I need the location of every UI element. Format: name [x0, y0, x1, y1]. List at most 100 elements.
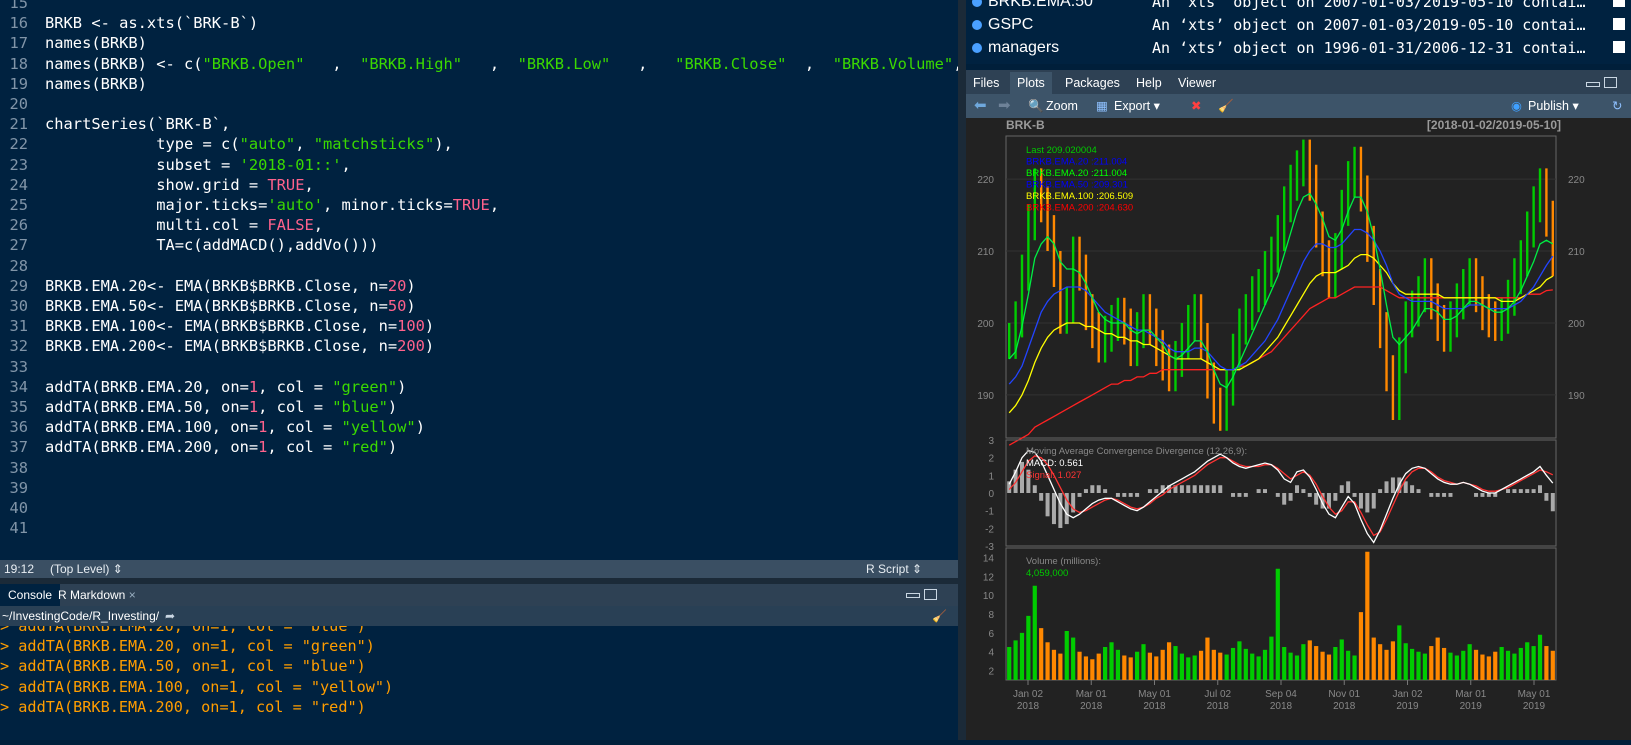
code-token: , [313, 216, 324, 235]
date-range: [2018-01-02/2019-05-10] [1427, 118, 1561, 132]
code-line[interactable]: 19 names(BRKB) [0, 74, 146, 95]
code-token: addTA(BRKB.EMA.20, on= [45, 377, 249, 396]
code-line[interactable]: 40 [0, 498, 45, 519]
code-token: ) [415, 418, 425, 437]
tab-plots[interactable]: Plots [1010, 72, 1052, 94]
view-table-icon[interactable] [1613, 41, 1625, 53]
tab-help[interactable]: Help [1136, 76, 1162, 90]
code-line[interactable]: 23 subset = '2018-01::', [0, 155, 350, 176]
code-line[interactable]: 33 [0, 357, 45, 378]
y-tick-label: 14 [983, 553, 995, 564]
x-tick-year: 2019 [1460, 701, 1483, 712]
back-arrow-icon[interactable]: ⬅ [974, 97, 987, 114]
environment-row[interactable]: managers An ‘xts’ object on 1996-01-31/20… [966, 36, 1631, 60]
code-line[interactable]: 21 chartSeries(`BRK-B`, [0, 114, 230, 135]
macd-panel-title: Moving Average Convergence Divergence (1… [1026, 446, 1247, 457]
code-line[interactable]: 16 BRKB <- as.xts(`BRK-B`) [0, 13, 258, 34]
clear-plots-icon[interactable]: 🧹 [1218, 99, 1234, 113]
tab-viewer[interactable]: Viewer [1178, 76, 1216, 90]
zoom-button[interactable]: Zoom [1046, 99, 1078, 113]
candlestick-chart: BRK-B [2018-01-02/2019-05-10] 190 190 200 200… [977, 118, 1585, 712]
line-number: 24 [9, 175, 28, 194]
horizontal-splitter[interactable] [0, 578, 958, 584]
working-directory[interactable]: ~/InvestingCode/R_Investing/ [2, 609, 160, 623]
line-number: 38 [9, 458, 28, 477]
maximize-icon[interactable] [924, 589, 937, 600]
line-number: 20 [9, 95, 28, 113]
tab-console[interactable]: Console [0, 584, 61, 606]
code-line[interactable]: 32 BRKB.EMA.200<- EMA(BRKB$BRKB.Close, n=… [0, 336, 434, 357]
x-tick-year: 2019 [1523, 701, 1546, 712]
tab-packages[interactable]: Packages [1065, 76, 1120, 90]
environment-row[interactable]: GSPC An ‘xts’ object on 2007-01-03/2019-0… [966, 13, 1631, 37]
expand-icon[interactable] [972, 20, 982, 30]
line-number: 41 [9, 519, 28, 538]
code-line[interactable]: 18 names(BRKB) <- c("BRKB.Open" , "BRKB.H… [0, 54, 958, 75]
environment-row[interactable]: BRKB.EMA.50 An ‘xts’ object on 2007-01-03… [966, 0, 1631, 14]
export-button[interactable]: Export ▾ [1114, 99, 1160, 113]
console-output[interactable]: > addTA(BRKB.EMA.20, on=1, col = "blue")… [0, 626, 958, 740]
expand-icon[interactable] [972, 0, 982, 7]
code-line[interactable]: 37 addTA(BRKB.EMA.200, on=1, col = "red") [0, 437, 397, 458]
object-name: managers [988, 39, 1060, 56]
code-line[interactable]: 22 type = c("auto", "matchsticks"), [0, 134, 453, 155]
code-line[interactable]: 36 addTA(BRKB.EMA.100, on=1, col = "yello… [0, 417, 425, 438]
code-token: names(BRKB) [45, 34, 147, 53]
go-to-directory-icon[interactable]: ➦ [165, 609, 176, 623]
code-line[interactable]: 15 [0, 0, 45, 14]
code-token: TA=c(addMACD(),addVo())) [45, 236, 379, 255]
code-token: , [610, 54, 676, 73]
y-tick-label: 220 [977, 175, 994, 186]
code-line[interactable]: 25 major.ticks='auto', minor.ticks=TRUE, [0, 195, 499, 216]
code-line[interactable]: 17 names(BRKB) [0, 33, 147, 54]
code-token: 100 [397, 317, 425, 336]
minimize-icon[interactable] [1586, 82, 1600, 87]
code-line[interactable]: 28 [0, 256, 45, 277]
code-line[interactable]: 30 BRKB.EMA.50<- EMA(BRKB$BRKB.Close, n=5… [0, 296, 415, 317]
code-line[interactable]: 27 TA=c(addMACD(),addVo())) [0, 235, 379, 256]
code-line[interactable]: 20 [0, 94, 45, 115]
code-line[interactable]: 35 addTA(BRKB.EMA.50, on=1, col = "blue") [0, 397, 397, 418]
y-tick-label: -3 [985, 542, 994, 553]
code-token: subset = [45, 155, 240, 174]
clear-console-icon[interactable]: 🧹 [932, 609, 947, 623]
code-line[interactable]: 41 [0, 518, 45, 539]
view-table-icon[interactable] [1613, 0, 1625, 7]
code-token: "BRKB.High" [360, 54, 463, 73]
code-token: TRUE [452, 196, 490, 214]
x-tick-year: 2018 [1333, 701, 1356, 712]
code-token: '2018-01::' [239, 155, 342, 174]
source-editor[interactable]: 15 16 BRKB <- as.xts(`BRK-B`) 17 names(BRKB)… [0, 0, 958, 560]
maximize-icon[interactable] [1604, 77, 1617, 88]
forward-arrow-icon[interactable]: ➡ [998, 97, 1011, 114]
publish-button[interactable]: Publish ▾ [1528, 99, 1579, 113]
expand-icon[interactable] [972, 43, 982, 53]
code-line[interactable]: 31 BRKB.EMA.100<- EMA(BRKB$BRKB.Close, n=… [0, 316, 434, 337]
code-token: , col = [267, 438, 342, 457]
line-number: 26 [9, 216, 28, 235]
code-line[interactable]: 34 addTA(BRKB.EMA.20, on=1, col = "green"… [0, 377, 406, 398]
volume-panel-frame [1005, 547, 1557, 681]
code-token: BRKB.EMA.200<- EMA(BRKB$BRKB.Close, n= [45, 337, 398, 356]
code-token: ), [434, 135, 453, 154]
console-line: > addTA(BRKB.EMA.50, on=1, col = "blue") [0, 657, 366, 676]
code-token: ) [387, 438, 398, 457]
filetype-selector[interactable]: R Script ⇕ [866, 562, 923, 576]
y-tick-label-right: 220 [1568, 175, 1585, 186]
tab-r-markdown[interactable]: R Markdown × [50, 584, 144, 606]
minimize-icon[interactable] [906, 593, 920, 598]
scope-selector[interactable]: (Top Level) ⇕ [50, 562, 123, 576]
view-table-icon[interactable] [1613, 18, 1625, 30]
code-line[interactable]: 39 [0, 478, 45, 499]
close-icon[interactable]: × [128, 588, 136, 602]
refresh-icon[interactable]: ↻ [1612, 99, 1623, 113]
code-line[interactable]: 26 multi.col = FALSE, [0, 215, 323, 236]
code-line[interactable]: 24 show.grid = TRUE, [0, 175, 313, 196]
tab-files[interactable]: Files [973, 76, 1000, 90]
vertical-splitter[interactable] [958, 0, 966, 740]
code-token: ) [424, 337, 435, 356]
code-token: , col = [258, 398, 333, 416]
code-line[interactable]: 38 [0, 458, 45, 479]
code-line[interactable]: 29 BRKB.EMA.20<- EMA(BRKB$BRKB.Close, n=2… [0, 276, 415, 297]
remove-plot-icon[interactable]: ✖ [1191, 99, 1202, 113]
